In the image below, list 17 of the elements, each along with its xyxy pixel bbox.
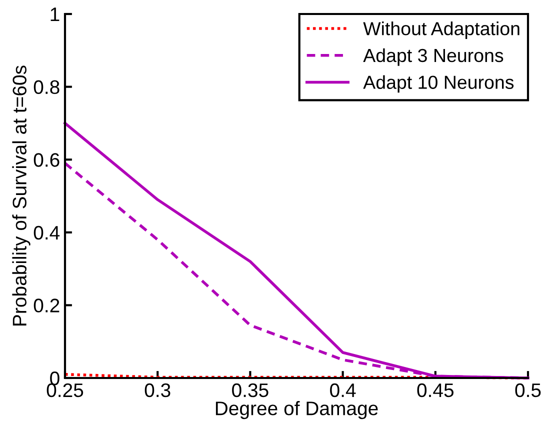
y-tick-label: 0 [50,371,60,386]
x-tick-label: 0.45 [417,383,454,398]
legend-label: Adapt 10 Neurons [363,75,514,93]
y-axis-title: Probability of Survival at t=60s [12,66,30,326]
x-tick-label: 0.35 [232,383,268,398]
y-tick-label: 0.8 [34,80,60,94]
y-tick-label: 0.4 [34,226,60,240]
x-tick-label: 0.3 [144,383,170,398]
x-tick-label: 0.4 [330,383,356,398]
x-tick-label: 0.25 [46,383,84,398]
y-tick-label: 1 [50,8,60,22]
y-tick-label: 0.6 [34,153,60,167]
y-tick-label: 0.2 [34,298,60,312]
x-axis-title: Degree of Damage [216,401,378,420]
legend-label: Without Adaptation [363,22,520,39]
x-tick-label: 0.5 [515,383,541,398]
legend-label: Adapt 3 Neurons [363,48,504,66]
